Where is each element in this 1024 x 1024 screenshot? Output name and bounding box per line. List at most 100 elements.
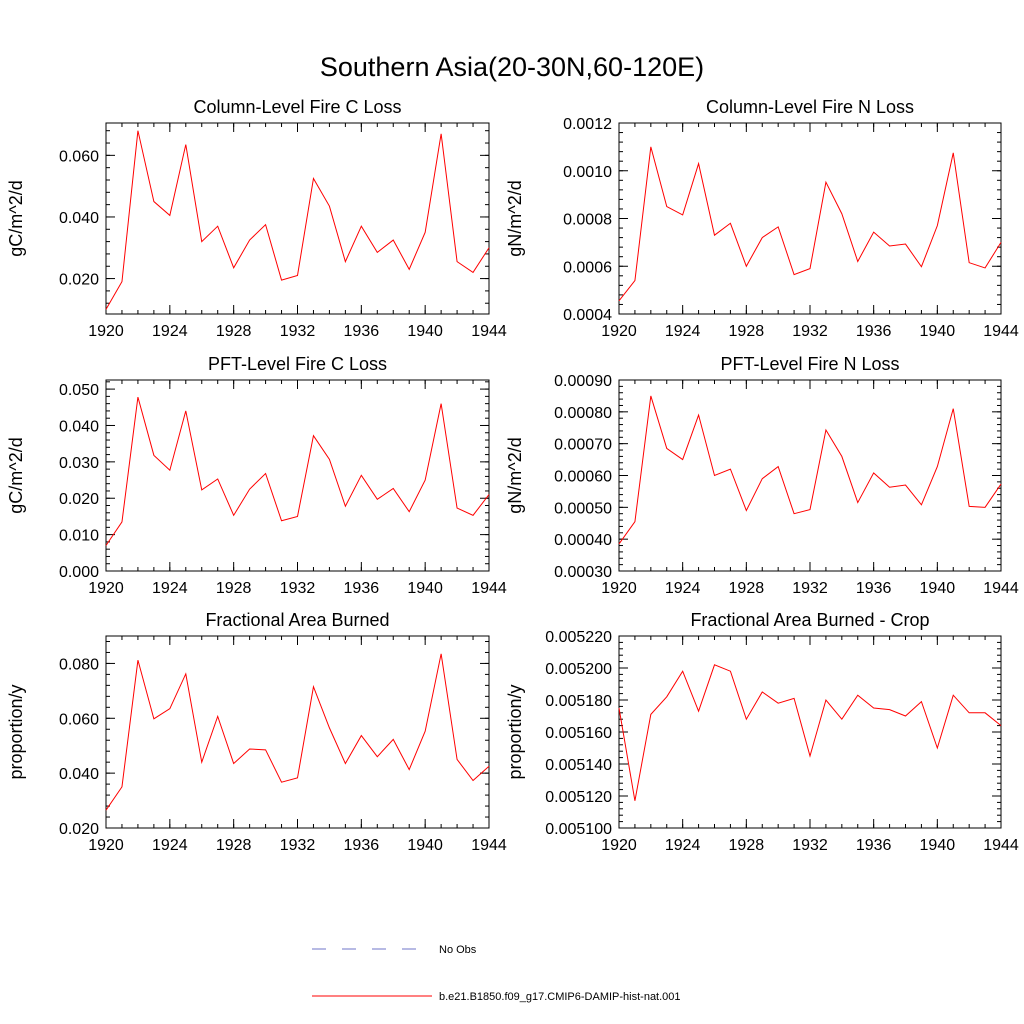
x-tick-label: 1932 bbox=[280, 837, 316, 854]
x-tick-label: 1940 bbox=[920, 323, 956, 340]
y-tick-label: 0.0008 bbox=[563, 212, 612, 229]
y-tick-label: 0.0010 bbox=[563, 164, 612, 181]
y-tick-label: 0.0006 bbox=[563, 259, 612, 276]
y-tick-label: 0.040 bbox=[59, 210, 99, 227]
chart-panel-5: Fractional Area Burned 1920 1924 1928 1932 19… bbox=[6, 610, 507, 854]
x-tick-label: 1940 bbox=[407, 580, 443, 597]
x-tick-label: 1936 bbox=[344, 580, 380, 597]
y-tick-label: 0.00030 bbox=[554, 564, 612, 581]
x-tick-label: 1924 bbox=[665, 580, 701, 597]
y-tick-label: 0.00090 bbox=[554, 373, 612, 390]
y-axis-label: gC/m^2/d bbox=[6, 437, 26, 513]
figure-title: Southern Asia(20-30N,60-120E) bbox=[320, 52, 704, 82]
series-line bbox=[105, 130, 490, 310]
x-tick-label: 1936 bbox=[344, 837, 380, 854]
y-tick-label: 0.0004 bbox=[563, 307, 612, 324]
series-line bbox=[105, 653, 490, 811]
y-tick-label: 0.010 bbox=[59, 528, 99, 545]
plot-frame bbox=[618, 122, 1002, 315]
y-axis-label: proportion/y bbox=[505, 684, 525, 779]
x-tick-label: 1920 bbox=[601, 837, 637, 854]
chart-panel-6: Fractional Area Burned - Crop 1920 1924 192… bbox=[505, 610, 1019, 854]
x-tick-label: 1932 bbox=[280, 323, 316, 340]
x-tick-label: 1928 bbox=[216, 323, 252, 340]
plot-frame bbox=[618, 379, 1002, 572]
x-tick-label: 1932 bbox=[792, 837, 828, 854]
x-tick-label: 1932 bbox=[280, 580, 316, 597]
y-tick-label: 0.060 bbox=[59, 711, 99, 728]
chart-panel-4: PFT-Level Fire N Loss 1920 1924 1928 1932 193… bbox=[505, 354, 1019, 597]
y-tick-label: 0.050 bbox=[59, 382, 99, 399]
y-tick-label: 0.00050 bbox=[554, 500, 612, 517]
y-tick-label: 0.030 bbox=[59, 455, 99, 472]
x-tick-label: 1924 bbox=[152, 837, 188, 854]
plot-frame bbox=[618, 635, 1002, 829]
panels-group: Column-Level Fire C Loss 1920 1924 1928 1932… bbox=[6, 97, 1019, 854]
x-tick-label: 1928 bbox=[216, 837, 252, 854]
y-tick-label: 0.080 bbox=[59, 656, 99, 673]
chart-panel-2: Column-Level Fire N Loss 1920 1924 1928 1932… bbox=[505, 97, 1019, 340]
chart-panel-3: PFT-Level Fire C Loss 1920 1924 1928 1932 193… bbox=[6, 354, 507, 597]
panel-title: PFT-Level Fire C Loss bbox=[208, 354, 387, 374]
series-line bbox=[618, 395, 1002, 545]
y-axis-label: gN/m^2/d bbox=[505, 437, 525, 513]
y-tick-label: 0.005120 bbox=[545, 789, 612, 806]
x-tick-label: 1928 bbox=[729, 580, 765, 597]
panel-title: Column-Level Fire N Loss bbox=[706, 97, 914, 117]
y-tick-label: 0.00060 bbox=[554, 469, 612, 486]
plot-frame bbox=[105, 122, 490, 315]
chart-panel-1: Column-Level Fire C Loss 1920 1924 1928 1932… bbox=[6, 97, 507, 340]
y-tick-label: 0.000 bbox=[59, 564, 99, 581]
y-tick-label: 0.005200 bbox=[545, 661, 612, 678]
x-tick-label: 1940 bbox=[407, 323, 443, 340]
x-tick-label: 1928 bbox=[729, 323, 765, 340]
y-tick-label: 0.0012 bbox=[563, 116, 612, 133]
x-tick-label: 1940 bbox=[920, 580, 956, 597]
y-tick-label: 0.005180 bbox=[545, 693, 612, 710]
x-tick-label: 1944 bbox=[983, 580, 1019, 597]
y-tick-label: 0.020 bbox=[59, 491, 99, 508]
y-axis-label: proportion/y bbox=[6, 684, 26, 779]
x-tick-label: 1936 bbox=[856, 323, 892, 340]
x-tick-label: 1924 bbox=[152, 323, 188, 340]
x-tick-label: 1940 bbox=[920, 837, 956, 854]
x-tick-label: 1920 bbox=[88, 580, 124, 597]
x-tick-label: 1924 bbox=[152, 580, 188, 597]
y-tick-label: 0.00080 bbox=[554, 405, 612, 422]
legend-obs-label: No Obs bbox=[439, 944, 477, 956]
x-tick-label: 1920 bbox=[88, 837, 124, 854]
x-tick-label: 1928 bbox=[729, 837, 765, 854]
series-line bbox=[618, 146, 1002, 302]
y-tick-label: 0.00070 bbox=[554, 437, 612, 454]
x-tick-label: 1932 bbox=[792, 580, 828, 597]
y-tick-label: 0.060 bbox=[59, 148, 99, 165]
x-tick-label: 1920 bbox=[601, 580, 637, 597]
x-tick-label: 1944 bbox=[983, 837, 1019, 854]
x-tick-label: 1920 bbox=[601, 323, 637, 340]
series-line bbox=[618, 664, 1002, 801]
y-tick-label: 0.040 bbox=[59, 418, 99, 435]
panel-title: Fractional Area Burned - Crop bbox=[690, 610, 929, 630]
x-tick-label: 1928 bbox=[216, 580, 252, 597]
x-tick-label: 1936 bbox=[856, 580, 892, 597]
y-axis-label: gC/m^2/d bbox=[6, 180, 26, 256]
y-tick-label: 0.00040 bbox=[554, 532, 612, 549]
x-tick-label: 1924 bbox=[665, 323, 701, 340]
y-axis-label: gN/m^2/d bbox=[505, 180, 525, 256]
legend-model-label: b.e21.B1850.f09_g17.CMIP6-DAMIP-hist-nat… bbox=[439, 991, 681, 1003]
x-tick-label: 1924 bbox=[665, 837, 701, 854]
plot-frame bbox=[105, 379, 490, 572]
x-tick-label: 1940 bbox=[407, 837, 443, 854]
x-tick-label: 1936 bbox=[856, 837, 892, 854]
x-tick-label: 1944 bbox=[983, 323, 1019, 340]
panel-title: Column-Level Fire C Loss bbox=[193, 97, 401, 117]
series-line bbox=[105, 396, 490, 546]
x-tick-label: 1944 bbox=[471, 580, 507, 597]
x-tick-label: 1944 bbox=[471, 837, 507, 854]
panel-title: PFT-Level Fire N Loss bbox=[720, 354, 899, 374]
panel-title: Fractional Area Burned bbox=[205, 610, 389, 630]
y-tick-label: 0.005140 bbox=[545, 757, 612, 774]
y-tick-label: 0.020 bbox=[59, 272, 99, 289]
y-tick-label: 0.020 bbox=[59, 821, 99, 838]
